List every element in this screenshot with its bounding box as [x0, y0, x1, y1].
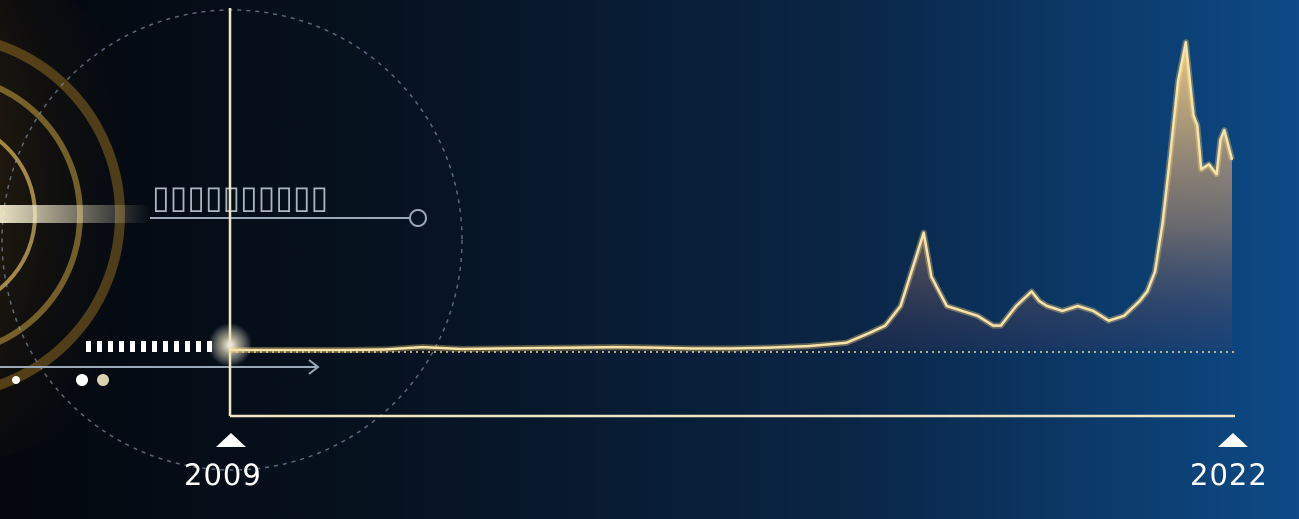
light-streak [0, 205, 150, 223]
data-point [1223, 129, 1226, 131]
data-point [1231, 158, 1233, 161]
data-point [976, 315, 979, 317]
data-point [884, 324, 886, 327]
data-point [267, 349, 270, 351]
x-tick-label-end: 2022 [1190, 458, 1268, 492]
data-point [306, 349, 308, 351]
data-point [1123, 315, 1125, 317]
data-point [1000, 324, 1002, 327]
data-point [1185, 41, 1187, 43]
start-marker-icon [216, 433, 246, 447]
series-line [230, 40, 1234, 352]
data-point [930, 275, 933, 278]
data-point [576, 346, 578, 349]
data-point [421, 346, 424, 348]
data-point [653, 346, 655, 349]
data-point [730, 347, 732, 350]
data-point [1015, 305, 1017, 307]
data-point [1192, 114, 1195, 117]
chart-plot-area [229, 39, 1235, 353]
data-point [946, 305, 948, 307]
gold-ring-decoration [0, 0, 190, 458]
data-point [344, 349, 347, 351]
data-point [1161, 222, 1164, 224]
data-point [768, 346, 771, 349]
x-tick-label-start: 2009 [184, 458, 262, 492]
data-point [1138, 300, 1141, 302]
data-point [1219, 139, 1222, 141]
data-point [1146, 290, 1148, 293]
data-point [845, 341, 848, 344]
data-point [1077, 305, 1079, 307]
data-point [899, 305, 902, 307]
data-point [537, 347, 540, 349]
data-point [868, 332, 871, 334]
arrow-decoration [0, 341, 320, 386]
label-callout: ▯▯▯▯▯▯▯▯▯▯ [150, 178, 427, 227]
data-point [460, 348, 463, 350]
data-point [1200, 168, 1202, 170]
data-point [1154, 271, 1156, 273]
data-point [922, 231, 925, 234]
data-point [992, 324, 994, 327]
data-point [1107, 319, 1110, 322]
data-point [691, 347, 694, 350]
data-point [1092, 310, 1095, 312]
data-point [1046, 305, 1048, 307]
data-point [1030, 290, 1033, 293]
data-point [614, 346, 617, 348]
data-point [1177, 80, 1179, 83]
data-point [1061, 310, 1064, 312]
data-point [383, 348, 386, 351]
callout-label: ▯▯▯▯▯▯▯▯▯▯ [152, 178, 328, 216]
end-marker-icon [1218, 433, 1248, 447]
data-point [1208, 163, 1210, 166]
data-point [938, 290, 940, 293]
data-point [807, 345, 809, 347]
series-area-fill [230, 42, 1232, 350]
data-point [1169, 153, 1172, 156]
data-point [1215, 173, 1218, 175]
data-point [915, 256, 917, 259]
data-point [1038, 300, 1041, 302]
series-line-glow [230, 39, 1235, 353]
data-point [961, 310, 963, 312]
data-point [1196, 124, 1199, 127]
dashed-circle-decoration [1, 9, 463, 471]
data-point [499, 347, 501, 350]
